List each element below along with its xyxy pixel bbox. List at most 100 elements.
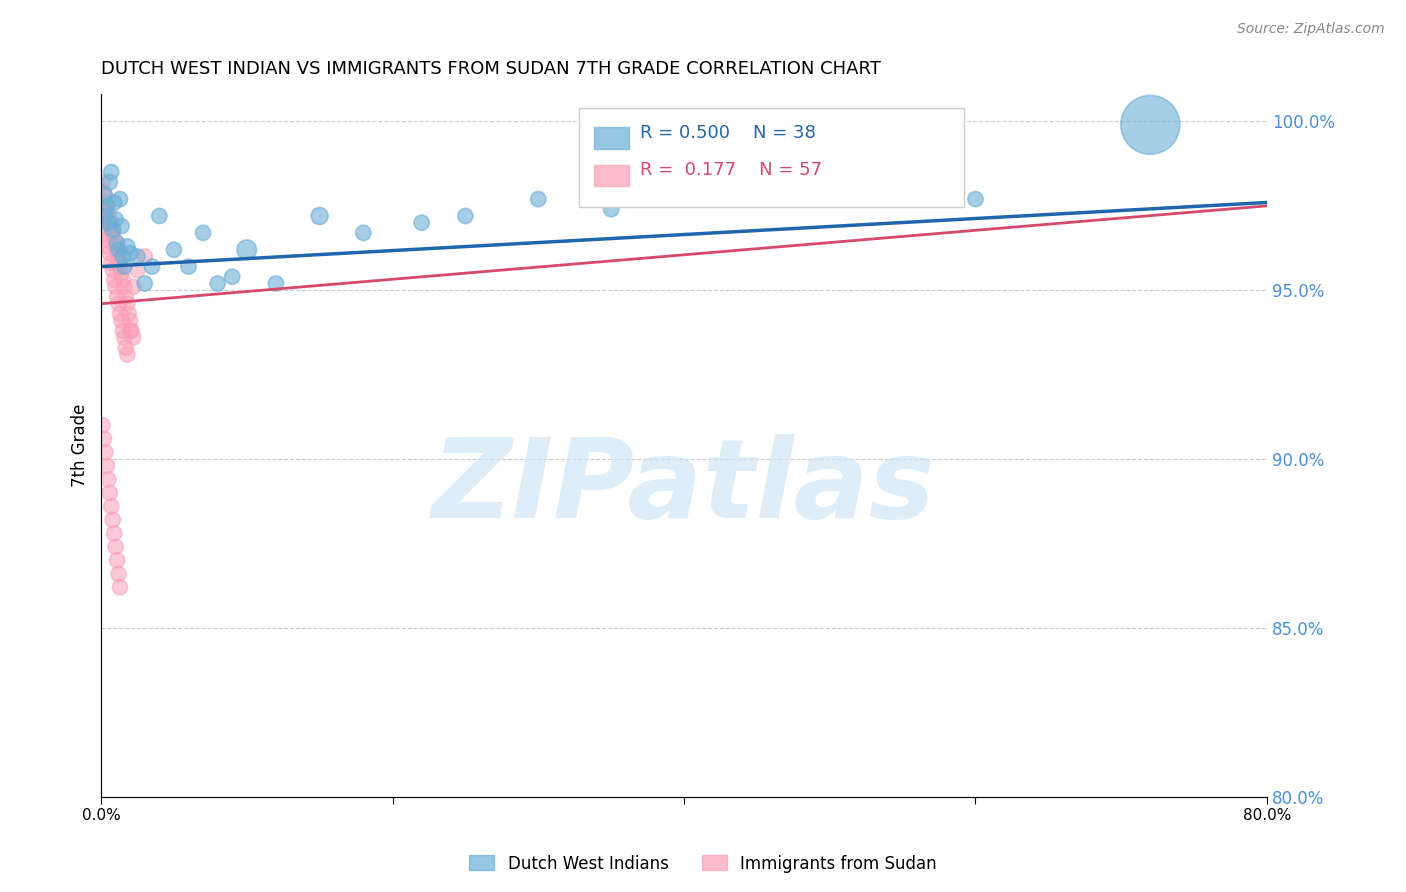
Point xyxy=(236,243,259,257)
Text: R =  0.177    N = 57: R = 0.177 N = 57 xyxy=(640,161,821,179)
Point xyxy=(107,252,129,267)
Point xyxy=(101,263,124,277)
Point xyxy=(120,246,142,260)
Point xyxy=(108,307,131,321)
Point xyxy=(103,526,125,541)
Bar xyxy=(595,128,628,148)
Point xyxy=(103,273,125,287)
Point xyxy=(121,324,143,338)
Point xyxy=(965,192,987,206)
Point xyxy=(108,580,131,594)
Point xyxy=(101,222,124,236)
Point xyxy=(114,341,136,355)
Point xyxy=(97,216,120,230)
Point xyxy=(110,219,132,233)
Point xyxy=(98,246,121,260)
Point xyxy=(105,246,128,260)
Point xyxy=(93,219,115,233)
Point xyxy=(117,239,139,253)
Point xyxy=(96,233,118,247)
Point xyxy=(141,260,163,274)
Point xyxy=(120,324,142,338)
Point xyxy=(111,273,134,287)
Point xyxy=(308,209,330,223)
Point xyxy=(134,277,156,291)
Point xyxy=(207,277,229,291)
Point xyxy=(111,324,134,338)
Point xyxy=(110,266,132,280)
Point xyxy=(527,192,550,206)
Point xyxy=(91,175,114,189)
Point xyxy=(672,182,695,196)
Point xyxy=(221,269,243,284)
Point xyxy=(118,307,141,321)
Point xyxy=(96,458,118,473)
Point xyxy=(600,202,623,217)
Point xyxy=(111,250,134,264)
Point xyxy=(177,260,200,274)
Point xyxy=(104,239,127,253)
FancyBboxPatch shape xyxy=(579,109,963,207)
Text: Source: ZipAtlas.com: Source: ZipAtlas.com xyxy=(1237,22,1385,37)
Point xyxy=(191,226,214,240)
Point xyxy=(94,226,117,240)
Point xyxy=(117,347,139,361)
Point xyxy=(105,553,128,567)
Point xyxy=(107,243,129,257)
Point xyxy=(120,313,142,327)
Point xyxy=(127,250,149,264)
Point xyxy=(91,418,114,433)
Point xyxy=(352,226,374,240)
Point xyxy=(91,212,114,227)
Point xyxy=(745,192,768,206)
Point xyxy=(97,472,120,486)
Point xyxy=(163,243,186,257)
Point xyxy=(112,260,135,274)
Point xyxy=(103,233,125,247)
Point xyxy=(110,313,132,327)
Point xyxy=(107,566,129,581)
Point xyxy=(98,175,121,189)
Legend: Dutch West Indians, Immigrants from Sudan: Dutch West Indians, Immigrants from Suda… xyxy=(463,848,943,880)
Point xyxy=(104,280,127,294)
Point xyxy=(105,235,128,250)
Point xyxy=(454,209,477,223)
Point xyxy=(1139,118,1161,132)
Point xyxy=(98,485,121,500)
Point xyxy=(93,186,115,200)
Point xyxy=(411,216,433,230)
Point xyxy=(112,330,135,344)
Point xyxy=(108,192,131,206)
Text: R = 0.500    N = 38: R = 0.500 N = 38 xyxy=(640,124,815,142)
Point xyxy=(97,239,120,253)
Point xyxy=(103,195,125,210)
Point xyxy=(134,250,156,264)
Text: DUTCH WEST INDIAN VS IMMIGRANTS FROM SUDAN 7TH GRADE CORRELATION CHART: DUTCH WEST INDIAN VS IMMIGRANTS FROM SUD… xyxy=(101,60,882,78)
Point xyxy=(264,277,287,291)
Y-axis label: 7th Grade: 7th Grade xyxy=(72,404,89,487)
Point xyxy=(94,209,117,223)
Point xyxy=(104,212,127,227)
Point xyxy=(104,540,127,554)
Text: ZIPatlas: ZIPatlas xyxy=(432,434,936,541)
Point xyxy=(117,297,139,311)
Point xyxy=(101,513,124,527)
Point xyxy=(105,290,128,304)
Point xyxy=(96,199,118,213)
Point xyxy=(107,297,129,311)
Point xyxy=(127,263,149,277)
Point xyxy=(100,165,122,179)
Point xyxy=(122,280,145,294)
Point xyxy=(100,219,122,233)
Point xyxy=(93,432,115,446)
Point xyxy=(94,445,117,459)
Point xyxy=(112,280,135,294)
Point xyxy=(100,500,122,514)
Point xyxy=(101,226,124,240)
Point xyxy=(93,188,115,202)
Point xyxy=(100,256,122,270)
Point xyxy=(98,212,121,227)
Point xyxy=(94,195,117,210)
Point xyxy=(108,260,131,274)
Point xyxy=(97,205,120,219)
